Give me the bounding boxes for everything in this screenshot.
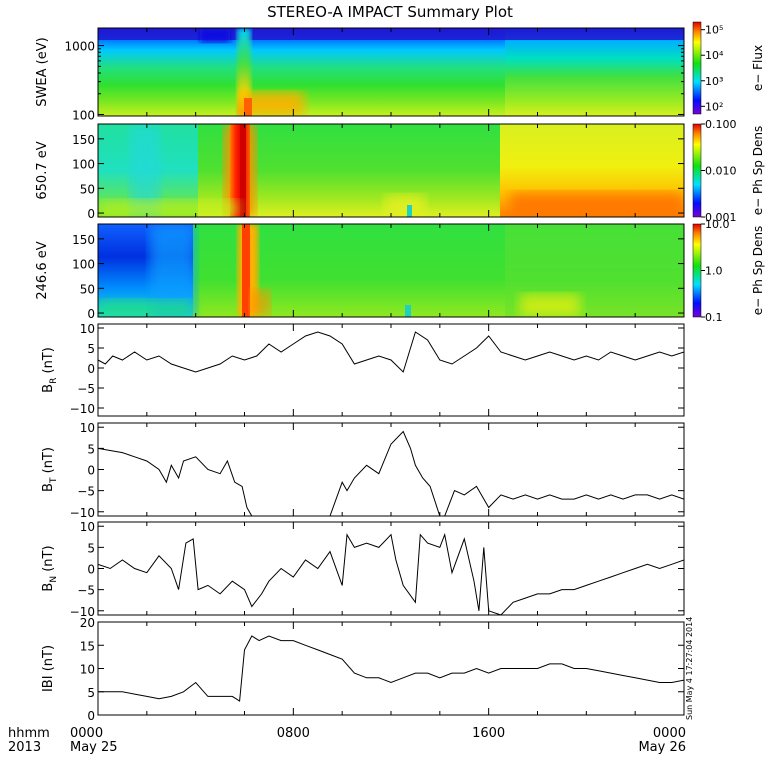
colorbar-swea (692, 21, 702, 115)
y-tick-label: 10 (80, 520, 95, 534)
y-axis-label-unit: (nT) (41, 645, 56, 675)
y-tick-label: −10 (70, 605, 95, 619)
y-axis-label: 246.6 eV (35, 241, 50, 299)
y-axis-label: IBI (nT) (41, 645, 56, 692)
y-tick-label: −10 (70, 506, 95, 520)
y-tick-label: 10 (80, 663, 95, 677)
x-tick-label: 0000 (70, 726, 103, 741)
colorbar-tick-label: 0.1 (705, 311, 723, 324)
y-axis-label-sub: T (49, 477, 59, 484)
y-tick-label: 0 (87, 307, 95, 321)
colorbar-label: e− Ph Sp Dens (751, 126, 765, 215)
y-axis-label-unit: (nT) (41, 545, 56, 575)
y-tick-label: 0 (87, 207, 95, 221)
colorbar-246ev (692, 223, 702, 318)
colorbar-tick-label: 10⁵ (705, 24, 723, 37)
y-axis-label-main: B (41, 583, 56, 592)
y-tick-label: −5 (77, 485, 95, 499)
colorbar-tick-label: 10³ (705, 75, 723, 88)
y-tick-label: 5 (87, 342, 95, 356)
y-tick-label: 0 (87, 464, 95, 478)
spectrogram-650ev (97, 123, 685, 218)
colorbar-label: e− Flux (751, 45, 765, 91)
y-tick-label: −5 (77, 584, 95, 598)
y-tick-label: 0 (87, 362, 95, 376)
colorbar-label: e− Ph Sp Dens (751, 226, 765, 315)
y-axis-label: 650.7 eV (35, 141, 50, 199)
y-tick-label: 1000 (64, 40, 95, 54)
y-tick-label: 50 (80, 282, 95, 296)
y-tick-label: 100 (72, 108, 95, 122)
y-axis-label-main: IBI (41, 675, 56, 692)
colorbar-tick-label: 10² (705, 100, 723, 113)
series-line (98, 532, 684, 615)
panel-frame (97, 621, 685, 716)
series-line (98, 331, 684, 373)
colorbar-650ev (692, 123, 702, 218)
y-tick-label: 20 (80, 616, 95, 630)
colorbar-tick-label: 0.100 (705, 118, 737, 131)
spectrogram-swea (97, 27, 685, 117)
colorbar-tick-label: 0.010 (705, 165, 737, 178)
y-tick-label: 10 (80, 421, 95, 435)
panel-frame (97, 323, 685, 417)
timestamp: Sun May 4 17:27:04 2014 (685, 617, 694, 720)
spectrogram-246ev (97, 223, 685, 318)
colorbar-tick-label: 10⁴ (705, 49, 724, 62)
y-tick-label: 0 (87, 709, 95, 723)
series-line (98, 635, 684, 702)
series-line (98, 430, 684, 516)
colorbar-tick-label: 0.001 (705, 211, 737, 224)
y-axis-label: BT (nT) (41, 447, 59, 492)
y-axis-label-main: B (41, 483, 56, 492)
y-tick-label: −5 (77, 382, 95, 396)
panel-frame (97, 422, 685, 517)
x-date-label: May 26 (638, 740, 686, 755)
y-axis-label-sub: N (49, 576, 59, 583)
y-tick-label: 5 (87, 686, 95, 700)
x-tick-label: 0800 (277, 726, 310, 741)
y-axis-label-main: B (41, 384, 56, 393)
x-row2-label: 2013 (8, 740, 41, 755)
x-row1-label: hhmm (8, 726, 50, 741)
colorbar-tick-label: 1.0 (705, 265, 723, 278)
y-tick-label: 0 (87, 563, 95, 577)
y-tick-label: 5 (87, 541, 95, 555)
y-tick-label: 15 (80, 639, 95, 653)
y-tick-label: 100 (72, 258, 95, 272)
colorbar-tick-label: 10.0 (705, 218, 730, 231)
y-tick-label: 100 (72, 158, 95, 172)
y-tick-label: 10 (80, 322, 95, 336)
y-axis-label: SWEA (eV) (35, 37, 50, 106)
y-tick-label: −10 (70, 402, 95, 416)
y-tick-label: 50 (80, 182, 95, 196)
y-axis-label-unit: (nT) (41, 347, 56, 377)
x-tick-label: 1600 (472, 726, 505, 741)
y-axis-label-unit: (nT) (41, 447, 56, 477)
y-axis-label: BN (nT) (41, 545, 59, 591)
y-tick-label: 5 (87, 442, 95, 456)
y-tick-label: 150 (72, 233, 95, 247)
y-axis-label-sub: R (49, 378, 59, 384)
y-tick-label: 150 (72, 133, 95, 147)
x-date-label: May 25 (70, 740, 118, 755)
y-axis-label: BR (nT) (41, 347, 59, 393)
plot-title: STEREO-A IMPACT Summary Plot (267, 3, 513, 21)
x-tick-label: 0000 (653, 726, 686, 741)
